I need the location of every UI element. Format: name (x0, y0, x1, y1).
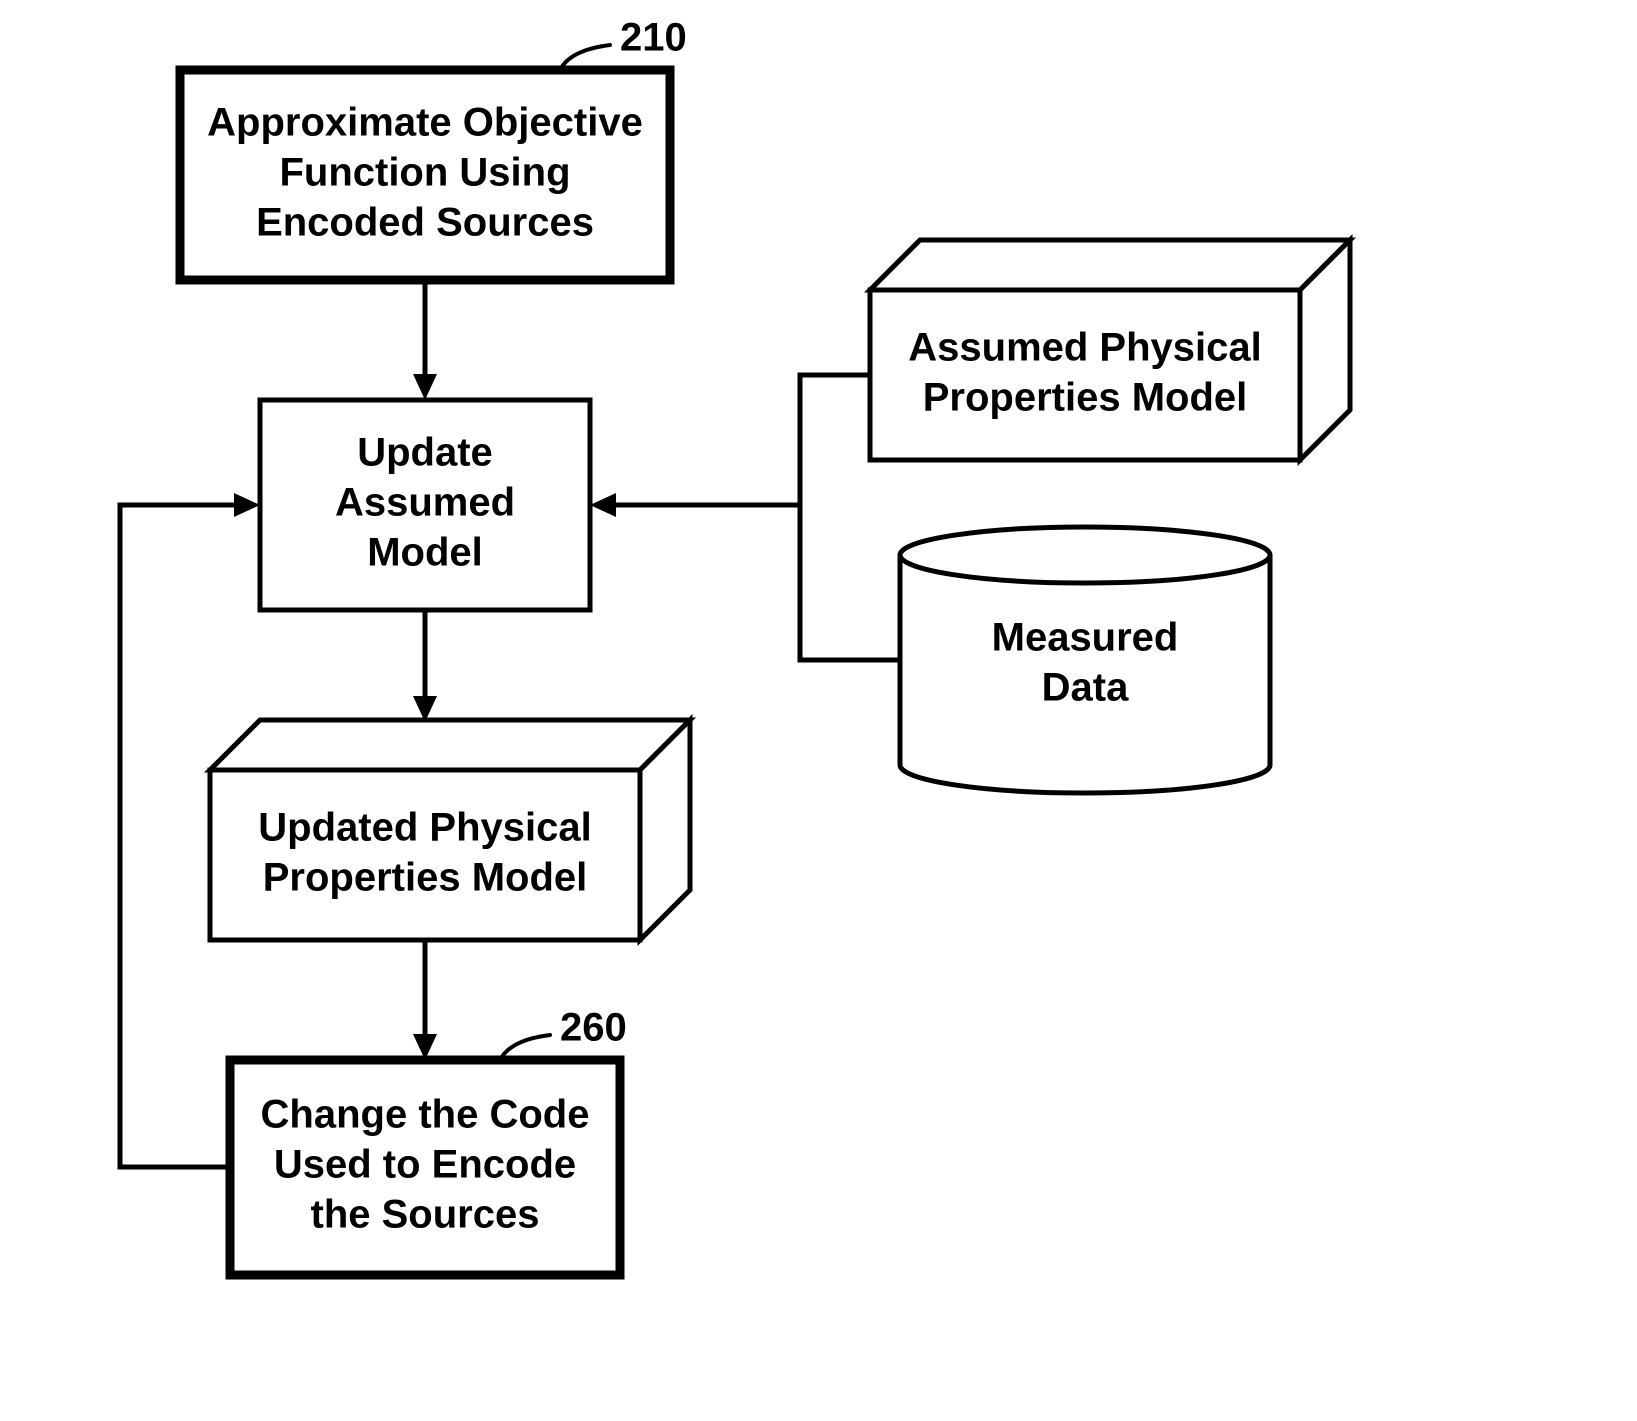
update-text-line-1: Assumed (335, 481, 515, 525)
assumed_model-top-face (870, 240, 1350, 290)
approx-text-line-1: Function Using (279, 151, 570, 195)
assumed-to-junction-line (800, 375, 870, 505)
update-text-line-0: Update (357, 431, 493, 475)
updated_model-top-face (210, 720, 690, 770)
measured_data-top (900, 527, 1270, 583)
change_code-text-line-0: Change the Code (261, 1093, 590, 1137)
approx-text-line-2: Encoded Sources (256, 201, 594, 245)
measured_data-text-line-0: Measured (992, 616, 1179, 660)
change_code-text-line-1: Used to Encode (274, 1143, 576, 1187)
change_code-text-line-2: the Sources (311, 1193, 540, 1237)
approx-to-update-head (413, 374, 437, 400)
update-text-line-2: Model (367, 531, 483, 575)
assumed_model-text-line-1: Properties Model (923, 376, 1248, 420)
measured_data-text-line-1: Data (1042, 666, 1129, 710)
change_code-ref-label: 260 (560, 1006, 627, 1050)
approx-ref-label: 210 (620, 16, 687, 60)
updated_model-text-line-1: Properties Model (263, 856, 588, 900)
assumed_model-text-line-0: Assumed Physical (908, 326, 1262, 370)
approx-text-line-0: Approximate Objective (207, 101, 643, 145)
inputs-to-update-head (590, 493, 616, 517)
updated_model-text-line-0: Updated Physical (258, 806, 591, 850)
measured-to-junction-line (800, 505, 900, 660)
change-to-update-loop-head (234, 493, 260, 517)
